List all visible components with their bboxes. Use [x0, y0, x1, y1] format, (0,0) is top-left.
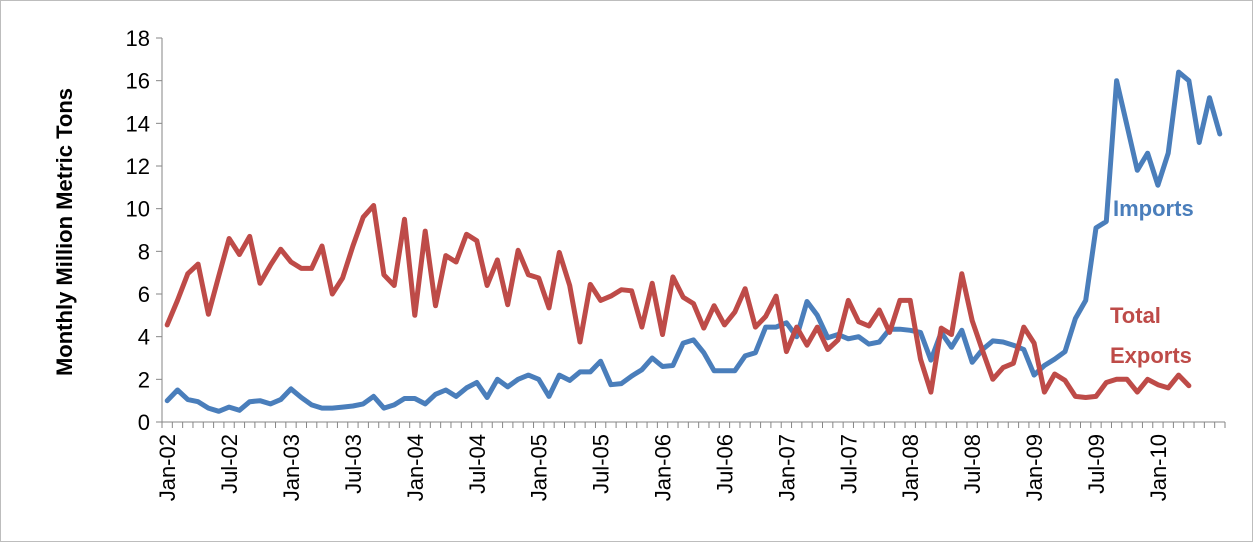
- x-tick-label: Jul-04: [465, 434, 490, 494]
- x-tick-label: Jan-09: [1022, 434, 1047, 501]
- x-tick-label: Jul-06: [712, 434, 737, 494]
- y-tick-label: 18: [126, 26, 150, 51]
- x-axis: Jan-02 Jul-02 Jan-03 Jul-03 Jan-04 Jul-04 Jan-…: [155, 421, 1226, 501]
- y-tick-label: 14: [126, 111, 150, 136]
- y-axis-label: Monthly Million Metric Tons: [52, 88, 77, 376]
- x-tick-label: Jul-03: [341, 434, 366, 494]
- series-label: Total: [1110, 303, 1161, 328]
- y-tick-label: 8: [138, 239, 150, 264]
- x-tick-label: Jan-04: [403, 434, 428, 501]
- series-label: Imports: [1113, 196, 1194, 221]
- series-line-imports: [164, 69, 1223, 414]
- x-tick-label: Jan-07: [774, 434, 799, 501]
- x-tick-label: Jan-05: [527, 434, 552, 501]
- series-labels: Imports Total Exports: [1110, 196, 1194, 368]
- x-tick-label: Jan-06: [651, 434, 676, 501]
- series-group: [164, 69, 1223, 414]
- x-tick-label: Jul-07: [836, 434, 861, 494]
- x-tick-label: Jan-10: [1146, 434, 1171, 501]
- x-tick-label: Jul-08: [960, 434, 985, 494]
- x-tick-label: Jul-05: [589, 434, 614, 494]
- y-tick-label: 6: [138, 282, 150, 307]
- y-tick-label: 2: [138, 367, 150, 392]
- y-axis: 0 2 4 6 8 10 12 14 16 18: [126, 26, 163, 435]
- y-tick-label: 0: [138, 410, 150, 435]
- x-tick-label: Jul-02: [217, 434, 242, 494]
- y-tick-label: 16: [126, 69, 150, 94]
- x-tick-label: Jan-03: [279, 434, 304, 501]
- x-tick-label: Jan-02: [155, 434, 180, 501]
- series-label: Exports: [1110, 343, 1192, 368]
- series-line-total-exports: [164, 203, 1192, 400]
- x-tick-label: Jan-08: [898, 434, 923, 501]
- y-tick-label: 10: [126, 197, 150, 222]
- x-tick-label: Jul-09: [1084, 434, 1109, 494]
- y-tick-label: 12: [126, 154, 150, 179]
- y-tick-label: 4: [138, 325, 150, 350]
